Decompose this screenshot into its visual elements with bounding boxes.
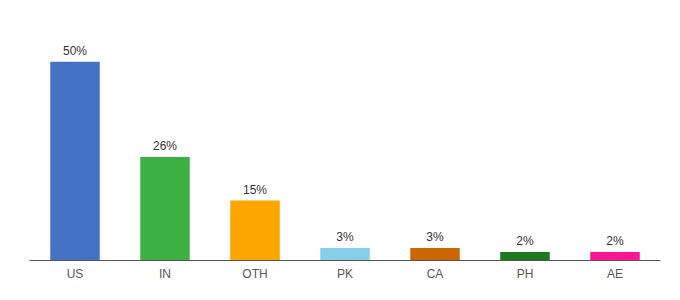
svg-text:15%: 15%	[243, 183, 267, 197]
svg-text:26%: 26%	[153, 139, 177, 153]
svg-text:OTH: OTH	[242, 267, 267, 281]
svg-text:AE: AE	[607, 267, 623, 281]
svg-text:CA: CA	[427, 267, 444, 281]
svg-text:PK: PK	[337, 267, 353, 281]
svg-text:50%: 50%	[63, 44, 87, 58]
svg-text:2%: 2%	[516, 234, 534, 248]
svg-text:PH: PH	[517, 267, 534, 281]
svg-text:US: US	[67, 267, 84, 281]
svg-text:IN: IN	[159, 267, 171, 281]
svg-text:3%: 3%	[426, 230, 444, 244]
svg-text:3%: 3%	[336, 230, 354, 244]
svg-text:2%: 2%	[606, 234, 624, 248]
